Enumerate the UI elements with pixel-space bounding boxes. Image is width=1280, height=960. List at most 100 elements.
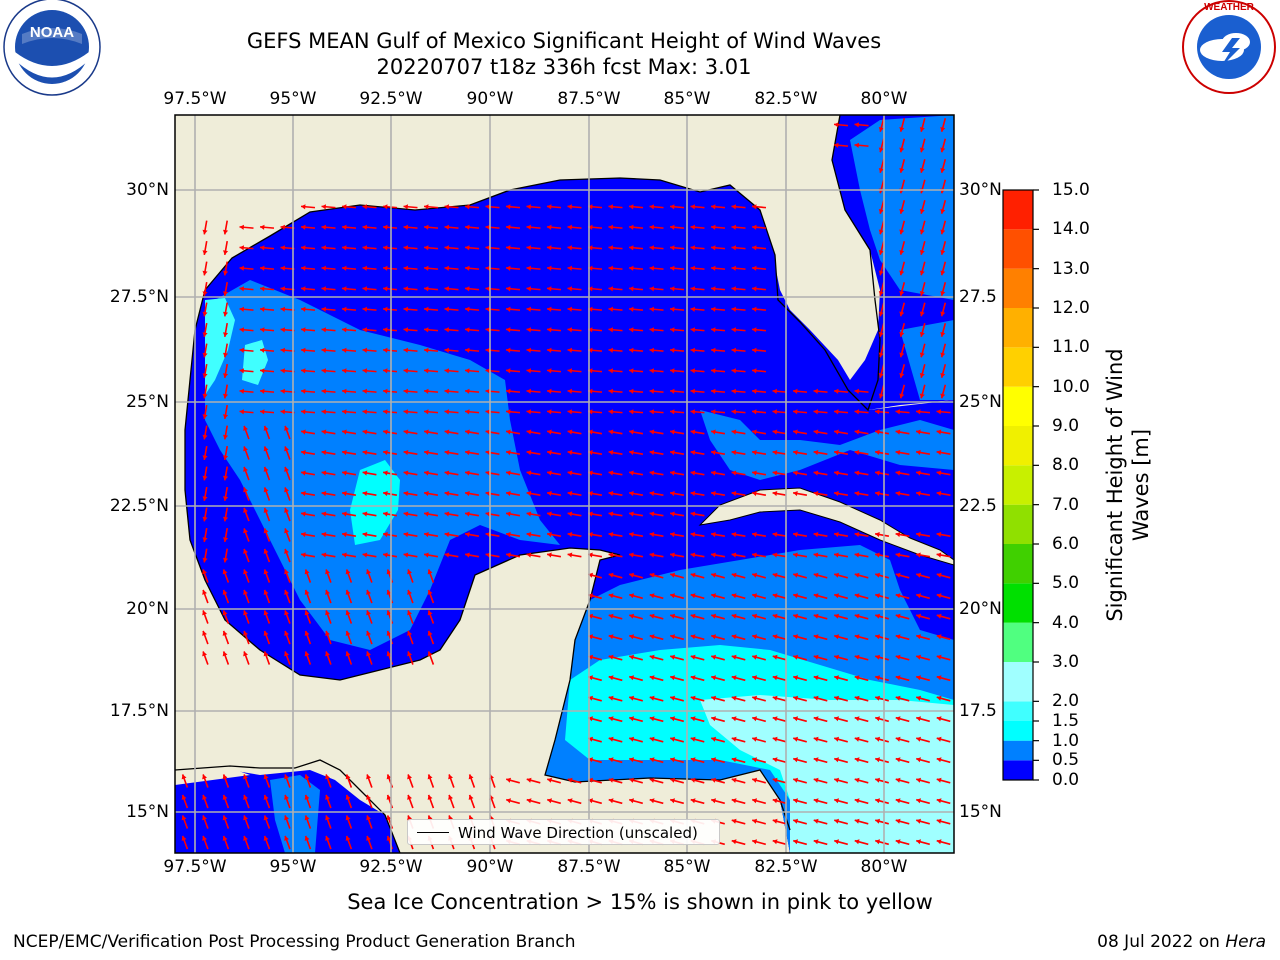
noaa-logo: NOAA [3,0,101,96]
wind-arrow [546,327,562,333]
wind-arrow [751,347,767,353]
wind-arrow [505,306,521,312]
wind-arrow [874,409,890,415]
wind-arrow [567,531,582,538]
wind-arrow [629,572,643,579]
wind-arrow [325,815,332,829]
wind-arrow [263,794,271,809]
wind-arrow [243,487,250,501]
wind-arrow [587,286,603,292]
wind-arrow [444,327,459,333]
wind-arrow [752,818,766,825]
wind-arrow [792,429,808,435]
wind-arrow [919,384,926,399]
wind-arrow [669,449,685,456]
wind-arrow [854,409,869,415]
wind-arrow [382,245,398,251]
wind-arrow [243,548,250,563]
wind-arrow [628,286,644,292]
wind-arrow [321,224,336,230]
wind-arrow [280,286,295,292]
wind-arrow [587,388,603,394]
wind-arrow [608,777,623,784]
wind-arrow [895,572,910,579]
wind-arrow [710,552,726,558]
wind-arrow [670,634,684,641]
wind-arrow [222,507,229,522]
wind-arrow [629,675,643,682]
wind-arrow [731,265,746,271]
wind-arrow [899,261,906,276]
lon-tick-top-5: 85°W [663,89,711,109]
wind-arrow [567,286,582,292]
wind-arrow [731,429,746,435]
wind-arrow [690,736,705,743]
wind-arrow [834,757,848,764]
wind-arrow [940,384,947,399]
wind-arrow [919,220,926,235]
wind-arrow [587,204,603,210]
wind-arrow [751,552,767,558]
wind-arrow [833,429,849,435]
wind-arrow [362,511,377,517]
wind-arrow [382,306,398,312]
wind-arrow [629,716,643,723]
wind-arrow [751,245,767,251]
wind-arrow [833,142,849,148]
wind-arrow [813,695,828,702]
wind-arrow [427,794,435,809]
colorbar-tick-17: 15.0 [1052,180,1090,200]
wind-arrow [854,552,869,558]
wind-arrow [526,777,541,784]
wind-arrow [670,572,684,579]
wind-arrow [669,368,685,374]
wind-arrow [526,265,541,271]
colorbar-tick-2: 1.0 [1052,730,1080,751]
wind-arrow [546,511,562,517]
wind-arrow [300,531,316,538]
wind-arrow [710,286,726,292]
wind-arrow [916,818,930,825]
wind-arrow [710,531,726,538]
wind-arrow [670,654,684,661]
wind-arrow [813,490,828,497]
wind-arrow [345,651,353,665]
wind-arrow [485,511,500,517]
wind-arrow [608,634,623,641]
wind-arrow [710,306,726,312]
wind-arrow [895,798,910,805]
colorbar-tick-7: 5.0 [1052,573,1080,594]
wind-arrow [875,818,889,825]
wind-arrow [485,368,500,374]
wind-arrow [854,572,869,579]
wind-arrow [423,327,439,333]
wind-arrow [362,449,377,456]
colorbar-tick-8: 6.0 [1052,534,1080,554]
wind-arrow [345,835,353,850]
wind-arrow [936,429,951,435]
lat-tick-left-2: 25°N [126,392,169,412]
wind-arrow [448,774,455,788]
wind-arrow [181,774,189,788]
wind-arrow [608,511,623,517]
wind-arrow [345,569,353,583]
wind-arrow [669,470,685,476]
lon-tick-bottom-3: 90°W [466,857,514,877]
wind-arrow [202,404,208,420]
wind-arrow [854,839,869,846]
wind-arrow [895,634,910,641]
wind-arrow [362,286,377,292]
wind-arrow [793,716,807,723]
wind-arrow [690,347,705,353]
wind-arrow [202,261,208,276]
wind-arrow [362,204,377,210]
wind-arrow [813,798,828,805]
wind-arrow [304,569,312,583]
wind-arrow [587,265,603,271]
wind-arrow [690,798,705,805]
wind-arrow [505,511,521,517]
wind-arrow [284,610,291,624]
wind-arrow [915,409,931,415]
wind-arrow [263,446,271,460]
wind-arrow [833,531,849,538]
